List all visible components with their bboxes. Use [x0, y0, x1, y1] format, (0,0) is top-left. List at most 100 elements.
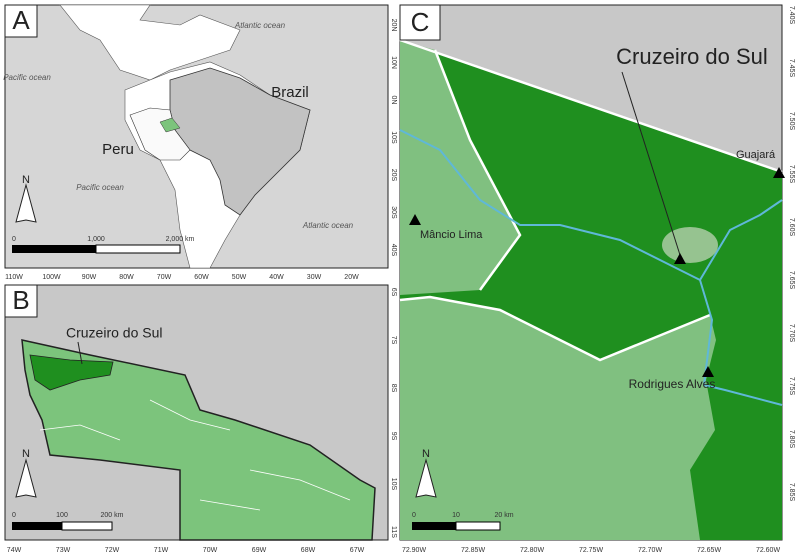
country-label: Peru: [102, 141, 134, 158]
boundary: [399, 38, 783, 362]
ocean-label: Atlantic ocean: [234, 21, 286, 30]
y-axis-label: 11S: [390, 526, 397, 538]
y-axis-label: 7.80S: [788, 430, 795, 449]
city-label: Cruzeiro do Sul: [66, 325, 163, 341]
rivers: [39, 399, 351, 511]
leader-line: [77, 341, 83, 365]
y-axis-label: 0N: [390, 96, 397, 105]
y-axis-label: 7.45S: [788, 59, 795, 78]
x-axis-label: 74W: [7, 547, 22, 554]
x-axis-label: 73W: [56, 547, 71, 554]
x-axis-label: 72.90W: [402, 547, 427, 554]
panel-label: C: [411, 7, 430, 37]
x-axis-label: 70W: [203, 547, 218, 554]
panel-c: C Cruzeiro do Sul Guajará Mâncio Lima Ro…: [399, 4, 785, 541]
scale-label: 2,000 km: [166, 236, 195, 243]
urban-area: [662, 227, 718, 263]
light-region: [400, 40, 520, 295]
cruzeiro-municipality: [29, 354, 114, 391]
y-axis-label: 7S: [390, 336, 397, 345]
x-axis-label: 67W: [350, 547, 365, 554]
x-axis-label: 72.85W: [461, 547, 486, 554]
y-axis-label: 7.70S: [788, 324, 795, 343]
y-axis-label: 7.75S: [788, 377, 795, 396]
x-axis-label: 72.65W: [697, 547, 722, 554]
y-axis-label: 30S: [390, 206, 397, 219]
x-axis-label: 80W: [119, 274, 134, 281]
y-axis-label: 9S: [390, 432, 397, 441]
x-axis-label: 72W: [105, 547, 120, 554]
scale-label: 100: [56, 512, 68, 519]
label-box: [4, 4, 38, 38]
ocean-label: Pacific ocean: [76, 183, 124, 192]
city-label: Guajará: [736, 149, 776, 161]
x-axis-label: 68W: [301, 547, 316, 554]
y-axis-label: 7.55S: [788, 165, 795, 184]
y-axis-label: 8S: [390, 384, 397, 393]
scale-bar: [12, 245, 96, 253]
y-axis-label: 6S: [390, 288, 397, 297]
y-axis-label: 40S: [390, 244, 397, 257]
city-label: Cruzeiro do Sul: [616, 44, 768, 69]
x-axis-label: 40W: [269, 274, 284, 281]
scale-label: 20 km: [494, 512, 513, 519]
country-label: Brazil: [271, 84, 309, 101]
north-arrow: [15, 183, 37, 223]
x-axis-label: 69W: [252, 547, 267, 554]
x-axis-label: 72.80W: [520, 547, 545, 554]
north-label: N: [22, 448, 30, 460]
y-axis-label: 7.50S: [788, 112, 795, 131]
scale-bar: [12, 522, 62, 530]
land: [59, 4, 241, 81]
ocean-label: Pacific ocean: [3, 73, 51, 82]
y-axis-label: 7.85S: [788, 483, 795, 502]
light-region: [400, 297, 716, 540]
north-arrow: [15, 458, 37, 498]
x-axis-label: 72.60W: [756, 547, 781, 554]
x-axis-label: 110W: [5, 274, 23, 281]
river: [399, 129, 783, 406]
x-axis-label: 50W: [232, 274, 247, 281]
axis-labels: 110W 100W 90W 80W 70W 60W 50W 40W 30W 20W20N10N0N…: [5, 6, 795, 554]
y-axis-label: 7.65S: [788, 271, 795, 290]
y-axis-label: 7.40S: [788, 6, 795, 25]
scale-label: 1,000: [87, 236, 105, 243]
acre: [159, 117, 181, 133]
y-axis-label: 10S: [390, 478, 397, 491]
scale-label: 10: [452, 512, 460, 519]
y-axis-label: 20S: [390, 169, 397, 182]
label-box: [4, 284, 38, 318]
north-label: N: [22, 174, 30, 186]
peru: [129, 107, 191, 161]
scale-bar: [95, 244, 181, 254]
y-axis-label: 10S: [390, 131, 397, 144]
x-axis-label: 20W: [344, 274, 359, 281]
scale-bar: [455, 521, 501, 531]
ocean-label: Atlantic ocean: [302, 221, 354, 230]
x-axis-label: 100W: [42, 274, 61, 281]
x-axis-label: 60W: [194, 274, 209, 281]
leader-line: [621, 71, 681, 256]
x-axis-label: 71W: [154, 547, 169, 554]
panel-label: B: [12, 285, 29, 315]
city-marker: [773, 167, 785, 178]
scale-label: 0: [12, 236, 16, 243]
city-marker: [674, 253, 686, 264]
scale-label: 0: [412, 512, 416, 519]
panel-b: B Cruzeiro do Sul N 0 100 200 km: [4, 284, 389, 541]
x-axis-label: 72.70W: [638, 547, 663, 554]
x-axis-label: 90W: [82, 274, 97, 281]
city-label: Mâncio Lima: [420, 229, 483, 241]
y-axis-label: 20N: [390, 19, 397, 32]
x-axis-label: 30W: [307, 274, 322, 281]
acre: [21, 339, 376, 541]
scale-bar: [61, 521, 113, 531]
label-box: [399, 4, 441, 41]
panel-a: A Atlantic ocean Pacific ocean Brazil Pe…: [3, 4, 389, 269]
city-marker: [702, 366, 714, 377]
north-label: N: [422, 448, 430, 460]
scale-label: 0: [12, 512, 16, 519]
north-arrow: [415, 458, 437, 498]
city-marker: [409, 214, 421, 225]
